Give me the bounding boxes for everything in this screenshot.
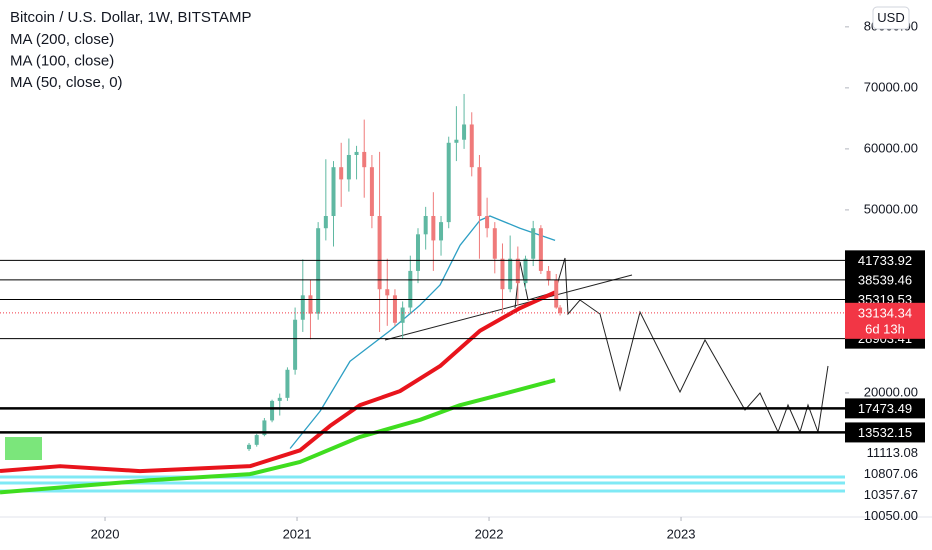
ma-line (0, 378, 556, 495)
candle-body (392, 295, 397, 323)
candle-body (454, 139, 459, 143)
candle-body (500, 258, 505, 290)
legend-entry: MA (200, close) (10, 31, 114, 48)
candle-body (316, 228, 321, 314)
price-label: 11113.08 (867, 445, 918, 460)
y-tick-label: 50000.00 (864, 201, 918, 216)
candle-body (308, 295, 313, 314)
price-label: 10050.00 (864, 508, 918, 523)
candle-body (546, 270, 551, 281)
level-label-box (845, 269, 925, 290)
level-label: 38539.46 (858, 272, 912, 287)
candle-body (477, 167, 482, 217)
candle-body (531, 228, 536, 259)
ma-line (0, 290, 556, 474)
x-tick-label: 2022 (475, 526, 504, 541)
price-label: 10807.06 (864, 466, 918, 481)
candle-body (362, 151, 367, 168)
candle-body (377, 216, 382, 290)
x-tick-label: 2021 (283, 526, 312, 541)
candle-body (523, 258, 528, 284)
candle-body (508, 258, 513, 290)
candle-body (485, 216, 490, 229)
level-label-box (845, 250, 925, 271)
candle-body (415, 234, 420, 271)
trendline (384, 274, 633, 341)
level-label: 17473.49 (858, 401, 912, 416)
candle-body (331, 167, 336, 217)
candle-body (554, 280, 559, 308)
candle-body (323, 216, 328, 229)
level-label-box (845, 422, 925, 443)
candle-body (469, 124, 474, 168)
candle-body (254, 435, 259, 445)
countdown-label: 6d 13h (865, 321, 905, 336)
price-label: 10357.67 (864, 487, 918, 502)
candle-body (538, 228, 543, 271)
current-price-label: 33134.34 (858, 305, 912, 320)
candle-body (515, 258, 520, 284)
time-axis-bg (0, 518, 932, 550)
candle-body (293, 319, 298, 370)
candle-body (285, 369, 290, 398)
y-tick-label: 60000.00 (864, 140, 918, 155)
candle-body (270, 400, 275, 421)
drawings (0, 257, 845, 493)
candle-body (558, 307, 563, 313)
candle-body (277, 397, 282, 401)
candle-body (385, 289, 390, 296)
candle-body (354, 151, 359, 155)
candle-body (439, 222, 444, 241)
candle-body (339, 167, 344, 180)
ma-line (289, 215, 556, 449)
legend-entry: MA (50, close, 0) (10, 74, 123, 91)
candle-body (431, 216, 436, 241)
current-price-box (845, 302, 925, 339)
y-tick-label: 70000.00 (864, 79, 918, 94)
candle-body (492, 228, 497, 259)
x-tick-label: 2023 (667, 526, 696, 541)
candle-body (346, 154, 351, 180)
candle-body (408, 270, 413, 308)
level-label: 41733.92 (858, 253, 912, 268)
legend-entry: MA (100, close) (10, 52, 114, 69)
chart-title: Bitcoin / U.S. Dollar, 1W, BITSTAMP (10, 9, 251, 26)
candle-body (247, 444, 252, 450)
candle-body (446, 142, 451, 223)
currency-button (872, 6, 910, 30)
x-tick-label: 2020 (91, 526, 120, 541)
y-tick-label: 20000.00 (864, 384, 918, 399)
candle-body (400, 307, 405, 323)
candle-body (462, 124, 467, 140)
level-label: 13532.15 (858, 425, 912, 440)
marker-box (5, 437, 42, 460)
currency-label: USD (877, 10, 904, 25)
candle-body (300, 295, 305, 320)
level-label-box (845, 398, 925, 419)
candle-body (262, 420, 267, 436)
candle-body (423, 216, 428, 235)
candle-body (369, 167, 374, 217)
